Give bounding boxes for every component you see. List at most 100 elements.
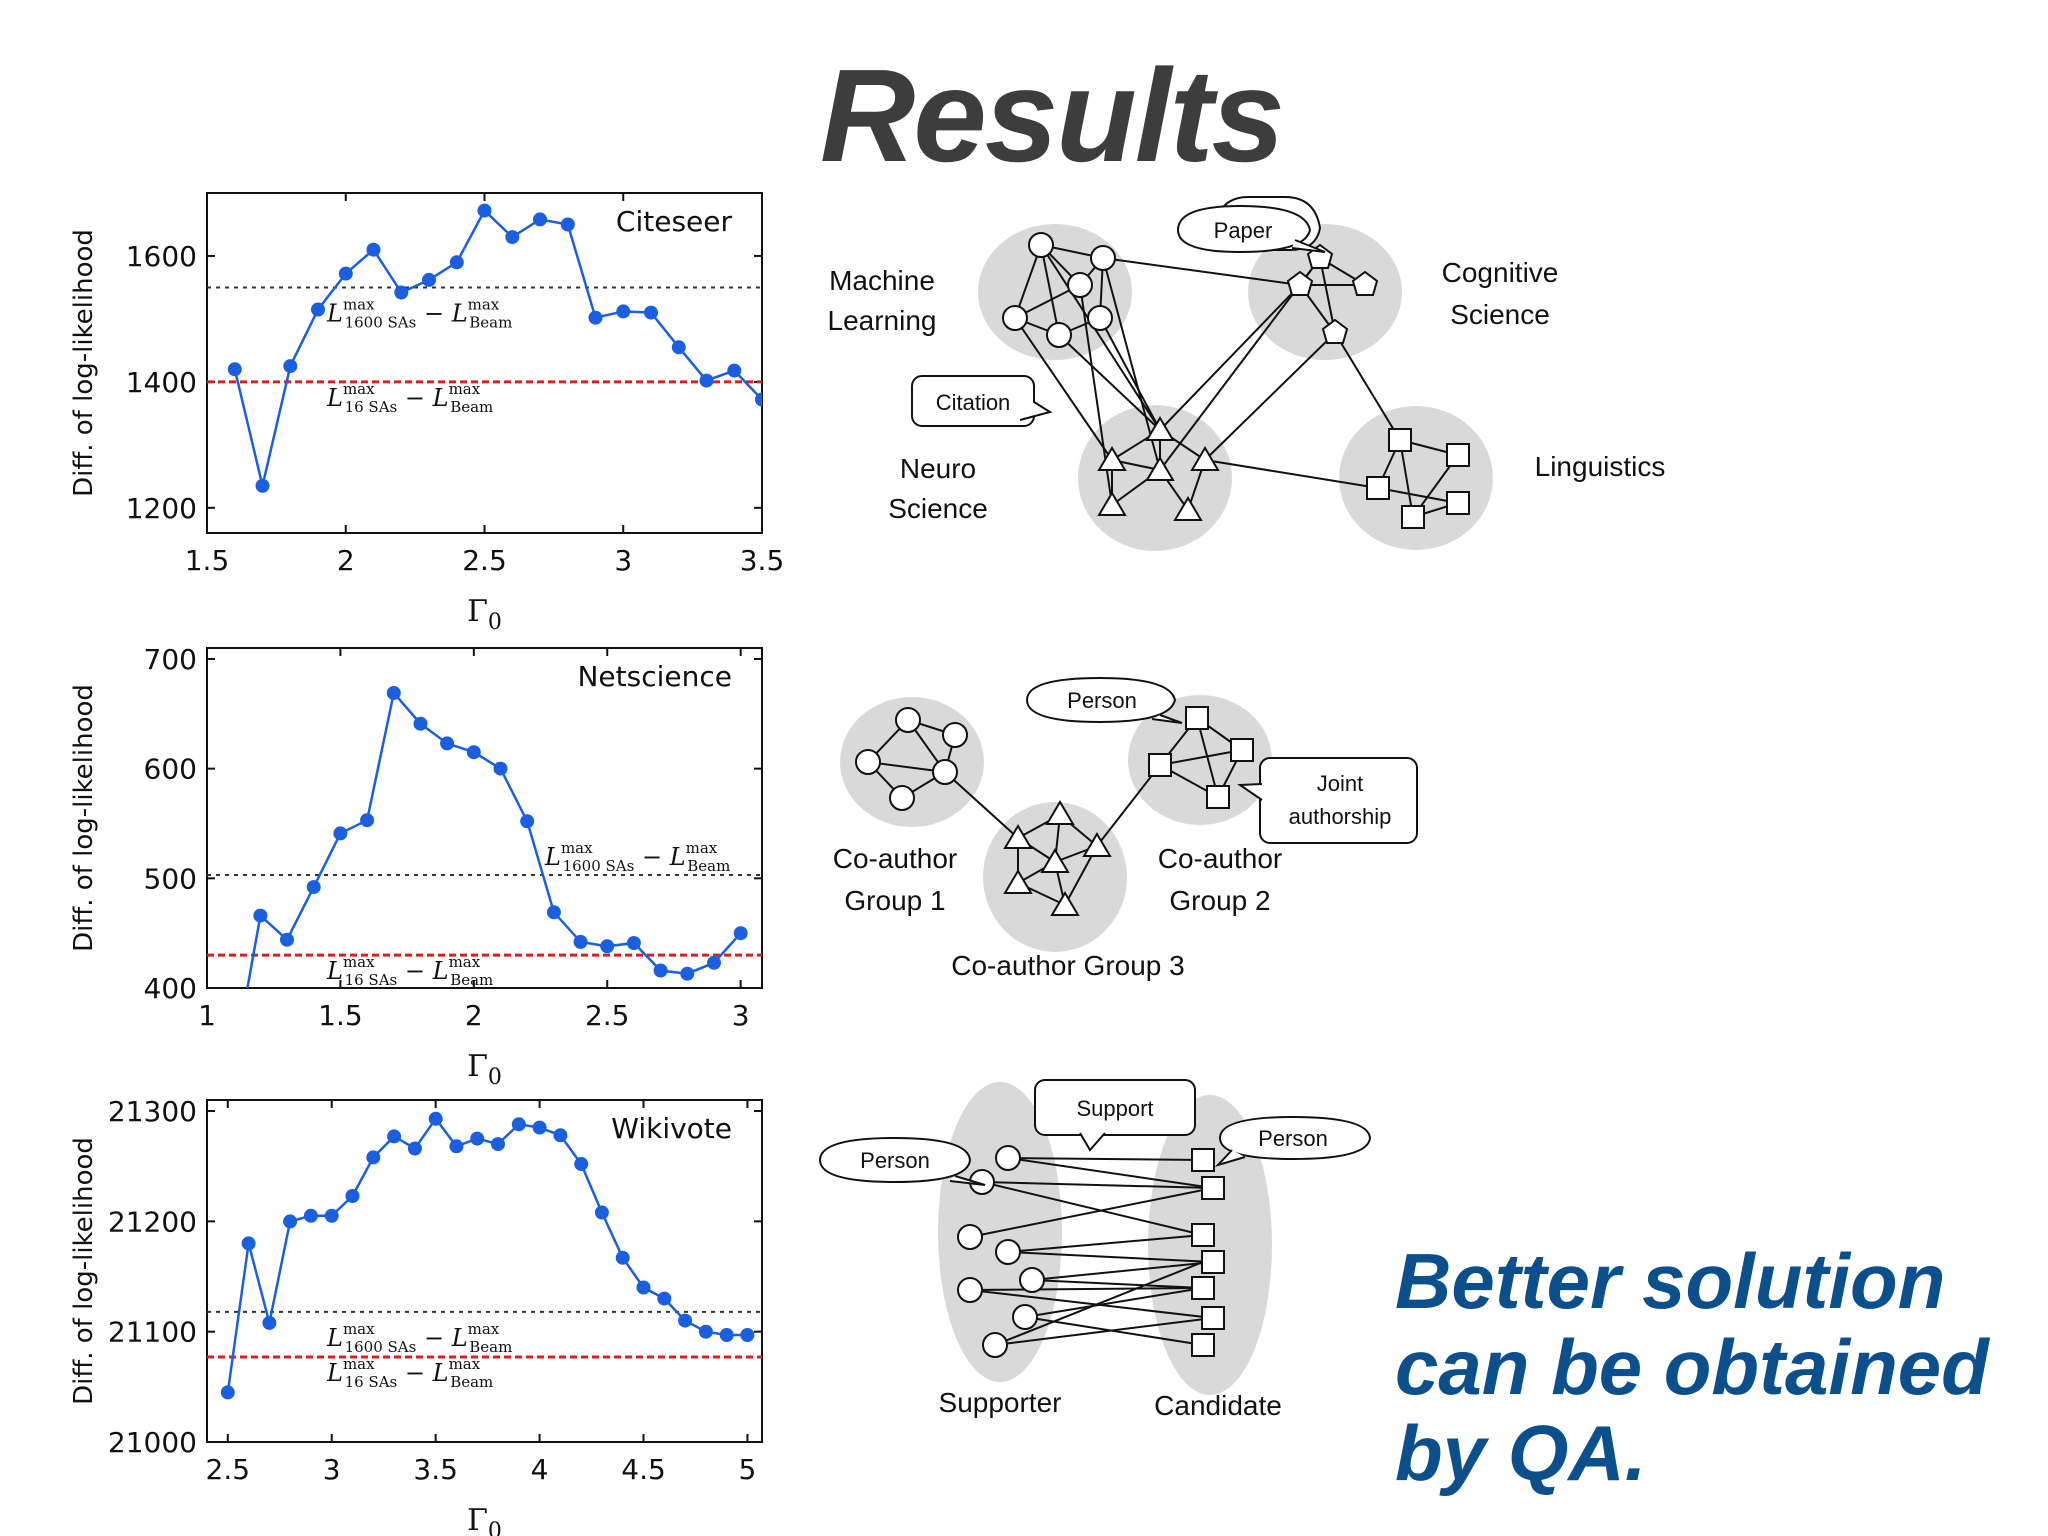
- diagram-label-cs-1: Cognitive: [1442, 257, 1559, 288]
- data-point: [333, 826, 348, 841]
- callout-text-person-candidate: Person: [1258, 1126, 1328, 1151]
- data-point: [324, 1208, 339, 1223]
- person-nodes-group-2: [1148, 706, 1254, 809]
- diagram-netscience: [840, 676, 1418, 952]
- data-point: [387, 1129, 402, 1144]
- data-point: [394, 285, 409, 300]
- person-nodes-group-1: [855, 707, 968, 811]
- callout-person-supporter: [818, 1136, 986, 1186]
- callout-text-joint: Joint: [1317, 771, 1363, 796]
- data-point: [740, 1328, 755, 1342]
- data-point: [440, 736, 455, 751]
- callout-person-candidate: [1214, 1115, 1372, 1168]
- x-axis-label: Γ0: [467, 1049, 502, 1090]
- data-point: [449, 1139, 464, 1154]
- paper-nodes-ml: [1002, 232, 1116, 348]
- x-tick-label: 1.5: [185, 544, 230, 577]
- slide-title: Results: [820, 42, 1285, 189]
- data-point: [491, 1137, 505, 1152]
- x-tick-label: 4: [531, 1453, 549, 1486]
- diagram-label-ns-2: Science: [888, 493, 988, 524]
- conclusion-text: Better solution can be obtained by QA.: [1395, 1238, 2035, 1496]
- data-point: [493, 761, 508, 776]
- diagram-label-group2-1: Co-author: [1158, 843, 1283, 874]
- x-tick-label: 1: [198, 999, 216, 1032]
- conclusion-line-2: can be obtained: [1395, 1323, 1989, 1411]
- diagram-label-linguistics: Linguistics: [1535, 451, 1666, 482]
- diagram-label-group1-1: Co-author: [833, 843, 958, 874]
- data-point: [699, 373, 714, 388]
- data-point: [678, 1313, 693, 1328]
- data-point: [560, 217, 575, 232]
- data-point: [574, 1157, 589, 1171]
- data-point: [345, 1189, 360, 1203]
- data-point: [470, 1131, 485, 1146]
- data-point: [283, 1214, 298, 1229]
- data-point: [733, 926, 748, 941]
- data-point: [636, 1280, 651, 1295]
- paper-nodes-cognitive: [1286, 243, 1379, 344]
- y-tick-label: 21100: [108, 1316, 197, 1349]
- data-point: [671, 340, 686, 355]
- plot-frame: [206, 1099, 763, 1443]
- series-group: [220, 1111, 755, 1400]
- data-point: [227, 1058, 241, 1072]
- ref-label-16-sas: Lmax 16 SAs − Lmax Beam: [326, 953, 493, 989]
- diagram-label-group1-2: Group 1: [844, 885, 945, 916]
- y-tick-label: 1200: [126, 492, 197, 525]
- chart-wikivote: 2.5 3 3.5 4 4.5 5 21000 21100 21200 21300 Γ0 Diff. …: [69, 1095, 763, 1536]
- diagram-label-ml-1: Machine: [829, 265, 935, 296]
- diagram-label-ns-1: Neuro: [900, 453, 976, 484]
- data-point: [573, 934, 588, 949]
- diagram-label-supporter: Supporter: [939, 1387, 1062, 1418]
- dataset-name: Wikivote: [611, 1112, 732, 1145]
- conclusion-line-3: by QA.: [1395, 1409, 1647, 1497]
- x-axis-label: Γ0: [467, 1503, 502, 1536]
- paper-nodes-linguistics: [1366, 428, 1470, 529]
- data-point: [241, 1236, 256, 1251]
- y-axis-label: Diff. of log-likelihood: [69, 1137, 99, 1405]
- data-point: [644, 305, 658, 320]
- y-tick-label: 21000: [108, 1426, 197, 1459]
- cluster-cognitive-science: [1248, 224, 1402, 360]
- series-line: [233, 208, 762, 487]
- data-point: [532, 1120, 547, 1135]
- data-point: [386, 686, 401, 700]
- diagram-label-ml-2: Learning: [828, 305, 937, 336]
- ref-label-1600-sas: Lmax 1600 SAs − Lmax Beam: [326, 1320, 512, 1356]
- callout-text-person-supporter: Person: [860, 1148, 930, 1173]
- data-point: [366, 242, 381, 257]
- diagram-label-candidate: Candidate: [1154, 1390, 1282, 1421]
- data-point: [311, 302, 325, 317]
- data-point: [505, 230, 520, 245]
- ref-label-1600-sas: Lmax 1600 SAs − Lmax Beam: [326, 295, 512, 331]
- data-point: [755, 392, 762, 407]
- data-point: [366, 1150, 381, 1165]
- y-tick-label: 1400: [126, 366, 197, 399]
- ref-label-16-sas: Lmax 16 SAs − Lmax Beam: [326, 1355, 493, 1391]
- dataset-name: Netscience: [577, 660, 732, 693]
- x-tick-label: 3: [732, 999, 750, 1032]
- data-point: [553, 1128, 568, 1143]
- conclusion-line-1: Better solution: [1395, 1237, 1946, 1325]
- data-point: [680, 966, 695, 981]
- y-tick-label: 400: [144, 972, 197, 1005]
- series-group: [227, 203, 762, 493]
- paper-nodes-neuro: [1097, 416, 1220, 521]
- data-point: [719, 1328, 734, 1342]
- data-point: [338, 266, 353, 281]
- diagram-label-group2-2: Group 2: [1169, 885, 1270, 916]
- dataset-name: Citeseer: [616, 205, 733, 238]
- data-point: [511, 1117, 526, 1132]
- callout-text-support: Support: [1076, 1096, 1153, 1121]
- data-point: [615, 1250, 630, 1265]
- x-tick-label: 3: [323, 1453, 341, 1486]
- chart-netscience: 1 1.5 2 2.5 3 400 500 600 700 Γ0 Diff. of log-like…: [69, 643, 763, 1090]
- data-point: [626, 936, 641, 950]
- x-tick-label: 2: [337, 544, 355, 577]
- data-point: [657, 1291, 672, 1306]
- x-tick-label: 5: [739, 1453, 757, 1486]
- data-point: [227, 362, 242, 377]
- data-point: [588, 310, 603, 325]
- data-point: [220, 1385, 235, 1400]
